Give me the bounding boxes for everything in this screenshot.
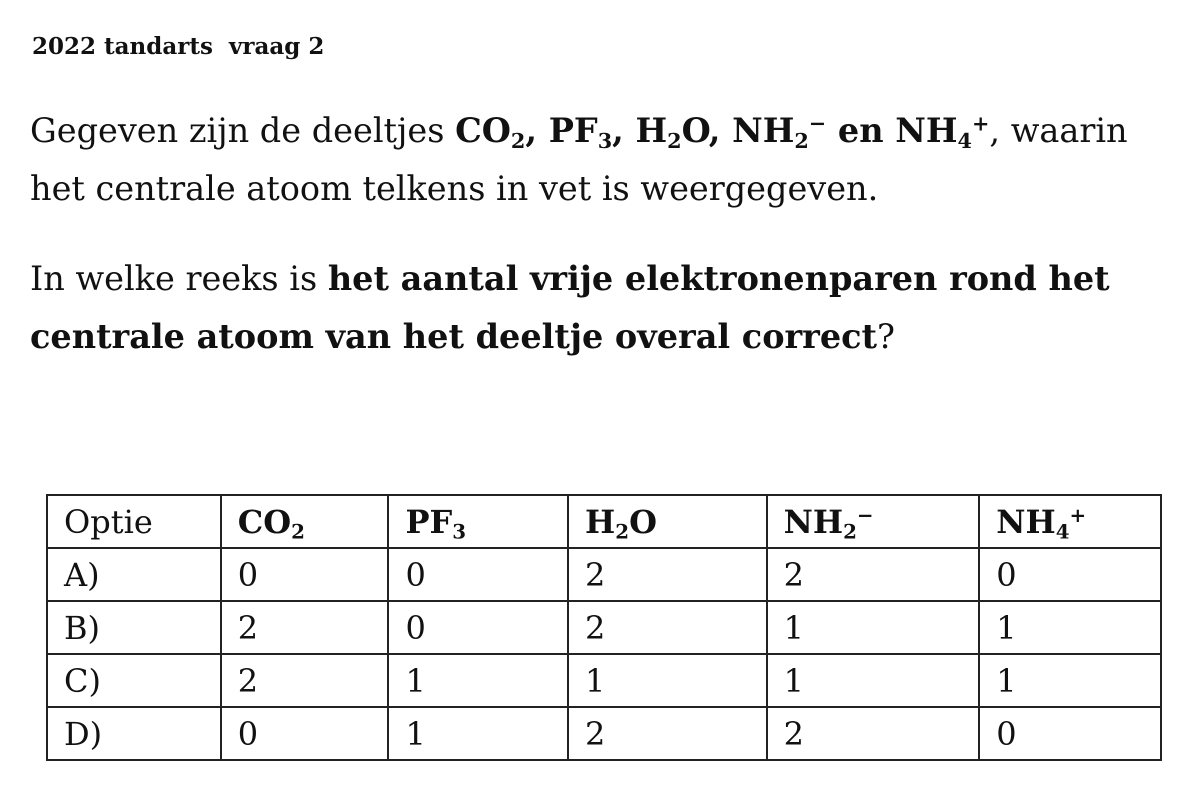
table-cell: 1 — [387, 653, 570, 708]
table-cell: 2 — [567, 600, 768, 655]
table-cell: 2 — [567, 706, 768, 761]
table-cell: 0 — [219, 547, 390, 602]
table-cell: 2 — [567, 547, 768, 602]
answer-options-table: Optie CO2 PF3 H2O NH2− NH4+ A) 0 0 2 2 0… — [46, 494, 1162, 761]
question-intro: Gegeven zijn de deeltjes CO2, PF3, H2O, … — [30, 102, 1180, 218]
question-heading: 2022 tandarts vraag 2 — [32, 33, 325, 60]
particle-co2: CO2 — [455, 111, 526, 153]
option-label: A) — [46, 547, 222, 602]
prompt-before: In welke reeks is — [30, 259, 328, 298]
header-h2o: H2O — [567, 494, 768, 549]
table-cell: 1 — [765, 600, 981, 655]
table-cell: 1 — [978, 600, 1162, 655]
table-row: D) 0 1 2 2 0 — [46, 706, 1162, 761]
table-cell: 2 — [219, 600, 390, 655]
header-nh4-plus: NH4+ — [978, 494, 1162, 549]
question-prompt: In welke reeks is het aantal vrije elekt… — [30, 250, 1180, 366]
table-cell: 2 — [219, 653, 390, 708]
table-cell: 0 — [978, 706, 1162, 761]
option-label: D) — [46, 706, 222, 761]
header-option: Optie — [46, 494, 222, 549]
table-cell: 0 — [978, 547, 1162, 602]
table-row: C) 2 1 1 1 1 — [46, 653, 1162, 708]
particle-h2o: H2O — [635, 111, 709, 153]
particle-nh4-plus: NH4+ — [895, 110, 990, 153]
option-label: C) — [46, 653, 222, 708]
prompt-after: ? — [877, 317, 895, 356]
header-pf3: PF3 — [387, 494, 570, 549]
prompt-bold: het aantal vrije elektronenparen rond he… — [30, 259, 1110, 356]
particle-pf3: PF3 — [548, 111, 613, 153]
table-header-row: Optie CO2 PF3 H2O NH2− NH4+ — [46, 494, 1162, 549]
option-label: B) — [46, 600, 222, 655]
table-row: A) 0 0 2 2 0 — [46, 547, 1162, 602]
header-co2: CO2 — [219, 494, 390, 549]
table-cell: 1 — [765, 653, 981, 708]
table-cell: 1 — [387, 706, 570, 761]
header-nh2-minus: NH2− — [765, 494, 981, 549]
intro-before: Gegeven zijn de deeltjes — [30, 111, 456, 150]
table-cell: 2 — [765, 706, 981, 761]
table-cell: 0 — [387, 600, 570, 655]
table-cell: 0 — [219, 706, 390, 761]
table-cell: 0 — [387, 547, 570, 602]
particle-nh2-minus: NH2− — [732, 110, 827, 153]
particle-list: CO2, PF3, H2O, NH2− en NH4+ — [455, 110, 990, 153]
table-row: B) 2 0 2 1 1 — [46, 600, 1162, 655]
table-cell: 1 — [978, 653, 1162, 708]
intro-after: , waarin het centrale atoom telkens in v… — [30, 111, 1128, 208]
table-cell: 2 — [765, 547, 981, 602]
table-cell: 1 — [567, 653, 768, 708]
